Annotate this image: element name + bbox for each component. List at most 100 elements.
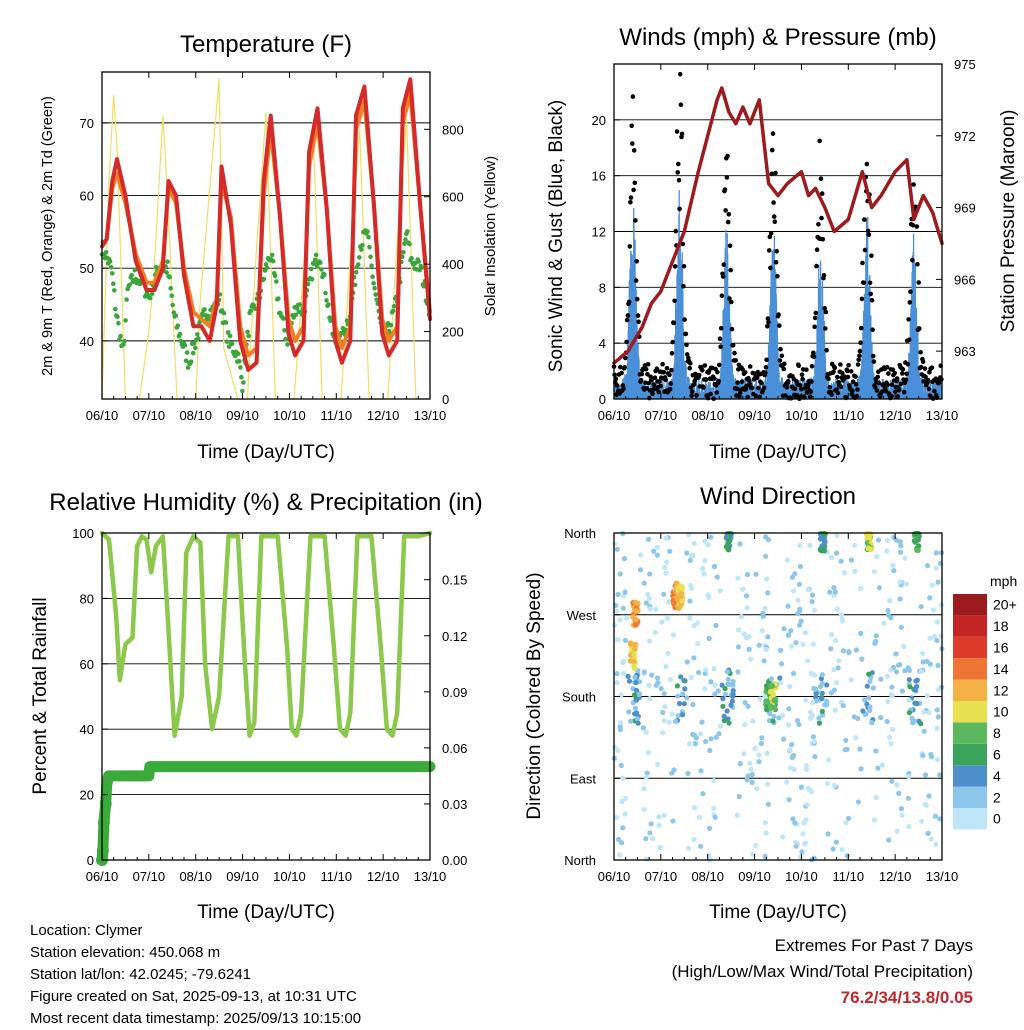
y2-tick-label: 0.00	[442, 853, 467, 868]
direction-point	[712, 682, 718, 688]
direction-point	[632, 674, 638, 680]
precipitation-point	[99, 797, 112, 810]
direction-point	[796, 581, 802, 587]
direction-point	[886, 837, 892, 843]
direction-point	[658, 686, 664, 692]
gust-point	[669, 367, 674, 373]
gust-point	[820, 237, 826, 242]
direction-point	[763, 534, 769, 540]
direction-point	[791, 766, 797, 773]
direction-point	[796, 721, 802, 728]
gust-point	[783, 393, 788, 398]
gust-point	[684, 342, 689, 348]
dewpoint-point	[274, 279, 279, 284]
direction-point	[697, 814, 703, 821]
y2-tick-label: 969	[954, 201, 976, 216]
direction-point	[801, 820, 807, 826]
gust-point	[696, 372, 702, 378]
station-location: Location: Clymer	[30, 922, 143, 939]
dewpoint-point	[284, 337, 289, 342]
humidity-y-label: Percent & Total Rainfall	[30, 597, 51, 794]
legend-swatch	[953, 786, 987, 808]
x-tick-label: 12/10	[879, 408, 912, 423]
gust-point	[920, 359, 926, 365]
direction-point	[726, 681, 732, 688]
gust-point	[630, 94, 636, 99]
gust-point	[715, 369, 720, 375]
direction-point	[763, 698, 770, 705]
legend-swatch	[953, 808, 987, 830]
gust-point	[654, 366, 660, 372]
direction-point	[712, 814, 718, 820]
x-tick-label: 07/10	[645, 869, 678, 884]
gust-point	[799, 387, 804, 392]
dewpoint-point	[185, 365, 191, 370]
direction-point	[663, 535, 669, 541]
direction-point	[920, 650, 926, 657]
gust-point	[735, 380, 740, 385]
direction-point	[933, 565, 939, 571]
direction-point	[920, 753, 926, 759]
direction-point	[818, 676, 825, 682]
direction-point	[911, 538, 918, 544]
direction-point	[846, 649, 852, 655]
direction-point	[747, 760, 753, 766]
direction-point	[927, 635, 933, 642]
gust-point	[745, 394, 750, 400]
wind-direction-title: Wind Direction	[700, 483, 856, 510]
direction-point	[843, 737, 849, 743]
direction-point	[696, 669, 702, 676]
gust-point	[721, 262, 727, 267]
gust-point	[811, 350, 816, 356]
direction-point	[889, 726, 896, 732]
direction-point	[730, 688, 736, 694]
gust-point	[671, 320, 677, 326]
direction-point	[702, 538, 708, 544]
direction-point	[664, 559, 670, 565]
direction-point	[620, 775, 626, 781]
temperature-title: Temperature (F)	[180, 31, 352, 58]
direction-point	[626, 678, 633, 684]
direction-point	[833, 637, 839, 644]
gust-point	[726, 212, 732, 217]
gust-point	[720, 274, 726, 279]
y-tick-label: 0	[87, 853, 94, 868]
dewpoint-point	[240, 388, 245, 394]
direction-point	[765, 634, 771, 640]
dewpoint-point	[124, 297, 129, 302]
direction-point	[707, 747, 713, 754]
legend-swatch	[953, 743, 987, 766]
direction-point	[853, 735, 859, 741]
direction-point	[646, 596, 652, 602]
precipitation-line	[96, 761, 436, 866]
gust-point	[633, 218, 638, 223]
direction-point	[824, 682, 830, 688]
gust-point	[818, 176, 824, 181]
direction-point	[805, 586, 811, 593]
legend-label: 4	[993, 768, 1001, 784]
direction-point	[764, 750, 770, 757]
gust-point	[910, 222, 916, 228]
direction-point	[788, 628, 794, 634]
wind-direction-series	[611, 531, 945, 863]
legend-label: 0	[993, 811, 1001, 827]
direction-point	[618, 720, 624, 726]
gust-point	[860, 260, 865, 266]
direction-point	[745, 773, 751, 779]
gust-point	[645, 372, 650, 377]
gust-point	[628, 195, 634, 200]
direction-point	[809, 599, 815, 605]
dewpoint-point	[281, 316, 286, 321]
y2-tick-label: 975	[954, 57, 976, 72]
gust-point	[869, 253, 874, 258]
gust-point	[630, 141, 635, 146]
dewpoint-point	[373, 292, 379, 297]
precipitation-point	[97, 816, 110, 829]
direction-point	[899, 812, 905, 818]
dewpoint-point	[322, 272, 327, 278]
gust-point	[732, 350, 737, 356]
direction-point	[633, 697, 640, 703]
direction-point	[839, 847, 845, 853]
direction-point	[730, 691, 736, 697]
direction-point	[761, 658, 767, 664]
